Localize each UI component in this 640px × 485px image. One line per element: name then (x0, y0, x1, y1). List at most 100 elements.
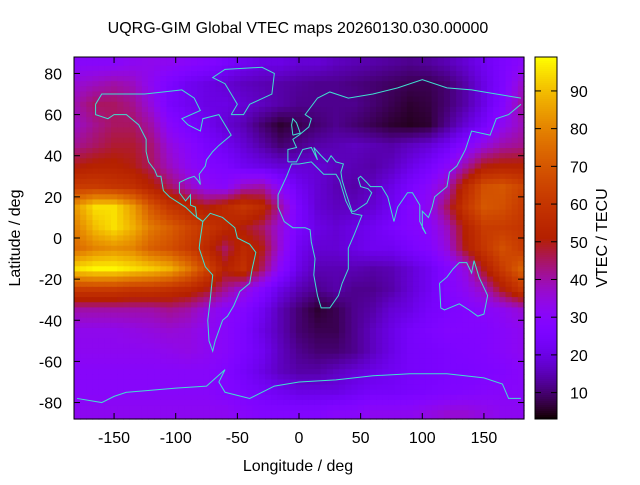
heatmap-cell (258, 184, 266, 190)
heatmap-cell (289, 353, 297, 360)
heatmap-cell (110, 220, 118, 226)
heatmap-cell (141, 369, 149, 375)
heatmap-cell (92, 117, 100, 123)
heatmap-cell (326, 225, 334, 231)
heatmap-cell (104, 394, 112, 401)
heatmap-cell (517, 384, 525, 391)
heatmap-cell (302, 317, 309, 324)
heatmap-cell (345, 333, 352, 339)
heatmap-cell (363, 363, 371, 370)
heatmap-cell (369, 76, 377, 82)
heatmap-cell (351, 142, 359, 149)
heatmap-cell (283, 81, 291, 87)
heatmap-cell (209, 81, 217, 87)
heatmap-cell (339, 91, 346, 98)
heatmap-cell (480, 158, 488, 165)
heatmap-cell (221, 276, 229, 283)
heatmap-cell (166, 158, 174, 165)
heatmap-cell (258, 57, 266, 62)
heatmap-cell (92, 132, 100, 139)
heatmap-cell (246, 250, 254, 257)
heatmap-cell (332, 60, 340, 67)
heatmap-cell (123, 184, 131, 190)
heatmap-cell (289, 70, 297, 77)
heatmap-cell (314, 209, 322, 216)
heatmap-cell (129, 127, 137, 134)
heatmap-cell (363, 266, 371, 273)
heatmap-cell (104, 86, 112, 93)
heatmap-cell (154, 158, 161, 165)
heatmap-cell (394, 153, 402, 159)
heatmap-cell (104, 317, 112, 324)
heatmap-cell (117, 369, 124, 375)
heatmap-cell (258, 148, 266, 154)
heatmap-cell (400, 178, 408, 185)
heatmap-cell (382, 173, 389, 180)
heatmap-cell (345, 106, 352, 113)
heatmap-cell (351, 70, 359, 77)
heatmap-cell (505, 240, 513, 247)
heatmap-cell (462, 374, 470, 381)
heatmap-cell (246, 281, 254, 288)
heatmap-cell (240, 405, 248, 411)
heatmap-cell (246, 122, 254, 129)
heatmap-cell (246, 81, 254, 87)
heatmap-cell (265, 225, 272, 231)
heatmap-cell (80, 384, 87, 391)
heatmap-cell (197, 266, 205, 273)
heatmap-cell (314, 230, 322, 237)
heatmap-cell (388, 60, 396, 67)
heatmap-cell (191, 86, 198, 93)
heatmap-cell (252, 327, 260, 334)
heatmap-cell (228, 214, 235, 221)
heatmap-cell (209, 266, 217, 273)
heatmap-cell (234, 281, 242, 288)
heatmap-cell (117, 286, 124, 293)
heatmap-cell (308, 338, 316, 345)
heatmap-cell (468, 286, 476, 293)
heatmap-cell (487, 338, 494, 345)
heatmap-cell (141, 327, 149, 334)
heatmap-cell (178, 312, 186, 319)
heatmap-cell (517, 338, 525, 345)
heatmap-cell (80, 333, 87, 339)
heatmap-cell (252, 214, 260, 221)
heatmap-cell (425, 358, 433, 365)
heatmap-cell (74, 312, 81, 319)
heatmap-cell (357, 276, 365, 283)
heatmap-cell (357, 158, 365, 165)
heatmap-cell (499, 374, 507, 381)
heatmap-cell (351, 343, 359, 350)
heatmap-cell (110, 317, 118, 324)
heatmap-cell (480, 70, 488, 77)
heatmap-cell (228, 148, 235, 154)
heatmap-cell (252, 307, 260, 314)
heatmap-cell (191, 327, 198, 334)
heatmap-cell (135, 235, 143, 242)
heatmap-cell (104, 374, 112, 381)
heatmap-cell (406, 302, 414, 309)
heatmap-cell (166, 297, 174, 303)
heatmap-cell (450, 399, 457, 406)
heatmap-cell (289, 291, 297, 298)
heatmap-cell (86, 91, 94, 98)
heatmap-cell (357, 60, 365, 67)
heatmap-cell (369, 281, 377, 288)
heatmap-cell (197, 379, 205, 386)
heatmap-cell (320, 261, 328, 267)
heatmap-cell (474, 255, 482, 262)
heatmap-cell (295, 281, 303, 288)
heatmap-cell (154, 281, 161, 288)
heatmap-cell (517, 255, 525, 262)
heatmap-cell (332, 312, 340, 319)
heatmap-cell (351, 127, 359, 134)
heatmap-cell (178, 184, 186, 190)
heatmap-cell (474, 137, 482, 144)
heatmap-cell (98, 307, 106, 314)
heatmap-cell (320, 281, 328, 288)
heatmap-cell (80, 255, 87, 262)
heatmap-cell (252, 168, 260, 175)
heatmap-cell (110, 204, 118, 211)
heatmap-cell (277, 353, 285, 360)
heatmap-cell (450, 358, 457, 365)
